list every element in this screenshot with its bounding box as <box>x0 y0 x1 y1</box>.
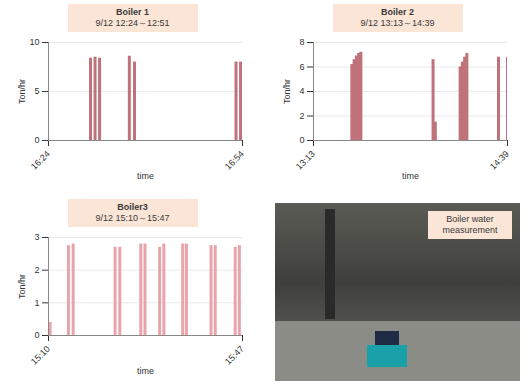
svg-text:2: 2 <box>299 111 304 121</box>
html-text:Boiler 2: Boiler 2 <box>381 7 414 17</box>
svg-text:time: time <box>401 171 418 181</box>
svg-text:Ton/hr: Ton/hr <box>281 79 291 104</box>
html-text:9/12 13:13～14:39: 9/12 13:13～14:39 <box>360 18 435 28</box>
svg-text:16:24: 16:24 <box>28 149 51 172</box>
svg-text:10: 10 <box>29 37 39 47</box>
svg-text:2: 2 <box>34 265 39 275</box>
svg-text:Ton/hr: Ton/hr <box>16 274 26 299</box>
svg-text:6: 6 <box>299 62 304 72</box>
svg-text:8: 8 <box>299 37 304 47</box>
svg-text:1: 1 <box>34 298 39 308</box>
html-text:Boiler 1: Boiler 1 <box>116 7 149 17</box>
svg-text:15:10: 15:10 <box>28 344 51 367</box>
svg-text:0: 0 <box>34 330 39 340</box>
svg-text:16:54: 16:54 <box>222 149 245 172</box>
html-text:9/12 12:24～12:51: 9/12 12:24～12:51 <box>95 18 170 28</box>
svg-text:15:47: 15:47 <box>222 344 245 367</box>
svg-text:4: 4 <box>299 86 304 96</box>
html-text:Boiler water measurement: Boiler water measurement <box>442 214 498 235</box>
svg-text:time: time <box>136 366 153 376</box>
svg-text:3: 3 <box>34 232 39 242</box>
svg-text:0: 0 <box>299 135 304 145</box>
svg-text:time: time <box>136 171 153 181</box>
svg-text:Ton/hr: Ton/hr <box>16 79 26 104</box>
html-text:Boiler3: Boiler3 <box>117 202 148 212</box>
svg-text:14:39: 14:39 <box>487 149 510 172</box>
svg-text:13:13: 13:13 <box>293 149 316 172</box>
svg-text:0: 0 <box>34 135 39 145</box>
svg-text:5: 5 <box>34 86 39 96</box>
html-text:9/12 15:10～15:47: 9/12 15:10～15:47 <box>95 213 170 223</box>
